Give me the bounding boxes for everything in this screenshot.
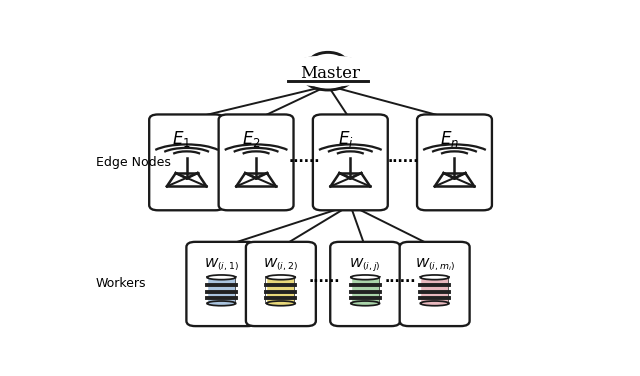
FancyBboxPatch shape (330, 242, 400, 326)
Text: ......: ...... (308, 271, 340, 285)
FancyBboxPatch shape (186, 242, 257, 326)
Ellipse shape (420, 301, 449, 306)
Ellipse shape (266, 275, 295, 280)
FancyBboxPatch shape (313, 114, 388, 210)
FancyBboxPatch shape (149, 114, 224, 210)
FancyBboxPatch shape (417, 114, 492, 210)
Text: Workers: Workers (96, 277, 147, 291)
Ellipse shape (207, 275, 236, 280)
Circle shape (309, 52, 347, 74)
Ellipse shape (420, 275, 449, 280)
FancyBboxPatch shape (219, 114, 294, 210)
Ellipse shape (207, 301, 236, 306)
Circle shape (297, 58, 327, 76)
Circle shape (340, 64, 368, 80)
Bar (266, 277, 295, 303)
Ellipse shape (266, 301, 295, 306)
Text: $\mathit{E}_{n}$: $\mathit{E}_{n}$ (440, 129, 459, 149)
Circle shape (302, 60, 354, 90)
Text: ......: ...... (388, 151, 419, 165)
Bar (351, 277, 380, 303)
FancyBboxPatch shape (399, 242, 470, 326)
FancyBboxPatch shape (246, 242, 316, 326)
Text: Master: Master (301, 65, 360, 82)
Bar (420, 277, 449, 303)
Text: $\mathit{E}_{1}$: $\mathit{E}_{1}$ (172, 129, 191, 149)
Text: $\mathit{E}_{i}$: $\mathit{E}_{i}$ (337, 129, 353, 149)
Text: $\mathit{E}_{2}$: $\mathit{E}_{2}$ (242, 129, 260, 149)
Text: $\mathbf{\mathit{W}}_{(i,j)}$: $\mathbf{\mathit{W}}_{(i,j)}$ (349, 256, 381, 273)
Text: Edge Nodes: Edge Nodes (96, 156, 171, 169)
Text: $\mathbf{\mathit{W}}_{(i,2)}$: $\mathbf{\mathit{W}}_{(i,2)}$ (264, 256, 298, 273)
Text: $\mathbf{\mathit{W}}_{(i,1)}$: $\mathbf{\mathit{W}}_{(i,1)}$ (204, 256, 239, 273)
Text: $\mathbf{\mathit{W}}_{(i,m_i)}$: $\mathbf{\mathit{W}}_{(i,m_i)}$ (415, 256, 454, 273)
Ellipse shape (276, 56, 380, 87)
Ellipse shape (351, 275, 380, 280)
Bar (207, 277, 236, 303)
Text: ......: ...... (384, 271, 415, 285)
Ellipse shape (351, 301, 380, 306)
Text: ......: ...... (289, 151, 320, 165)
Circle shape (329, 58, 359, 76)
Circle shape (288, 64, 316, 80)
